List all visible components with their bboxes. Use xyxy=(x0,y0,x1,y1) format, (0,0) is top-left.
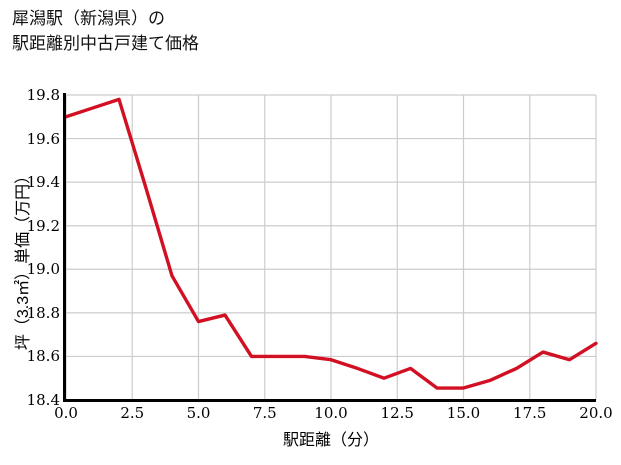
page-title: 犀潟駅（新潟県）の 駅距離別中古戸建て価格 xyxy=(12,9,199,53)
plot-area xyxy=(64,94,598,401)
x-tick-label: 20.0 xyxy=(579,404,613,422)
data-line-series xyxy=(64,97,598,390)
x-axis-spine xyxy=(63,399,596,402)
y-axis-tick-labels: 18.4 18.6 18.8 19.0 19.2 19.4 19.6 19.8 xyxy=(0,0,60,465)
x-tick-label: 17.5 xyxy=(513,404,547,422)
x-tick-label: 12.5 xyxy=(380,404,414,422)
x-tick-label: 5.0 xyxy=(186,404,211,422)
y-tick-label: 18.6 xyxy=(26,347,60,366)
y-tick-label: 19.4 xyxy=(26,173,60,192)
y-tick-label: 18.4 xyxy=(26,391,60,409)
y-tick-label: 19.6 xyxy=(26,129,60,148)
x-tick-label: 2.5 xyxy=(120,404,145,422)
y-axis-spine xyxy=(63,93,66,402)
y-tick-label: 19.0 xyxy=(26,260,60,279)
y-axis-title: 坪（3.3㎡）単価（万円） xyxy=(15,167,32,351)
y-tick-label: 18.8 xyxy=(26,303,60,322)
x-tick-label: 7.5 xyxy=(252,404,277,422)
x-tick-label: 10.0 xyxy=(314,404,348,422)
x-tick-label: 15.0 xyxy=(446,404,481,422)
x-axis-title: 駅距離（分） xyxy=(282,432,379,449)
y-tick-label: 19.2 xyxy=(26,216,60,235)
y-tick-label: 19.8 xyxy=(26,86,60,104)
series-polyline xyxy=(64,97,598,390)
x-tick-label: 0.0 xyxy=(54,404,78,422)
